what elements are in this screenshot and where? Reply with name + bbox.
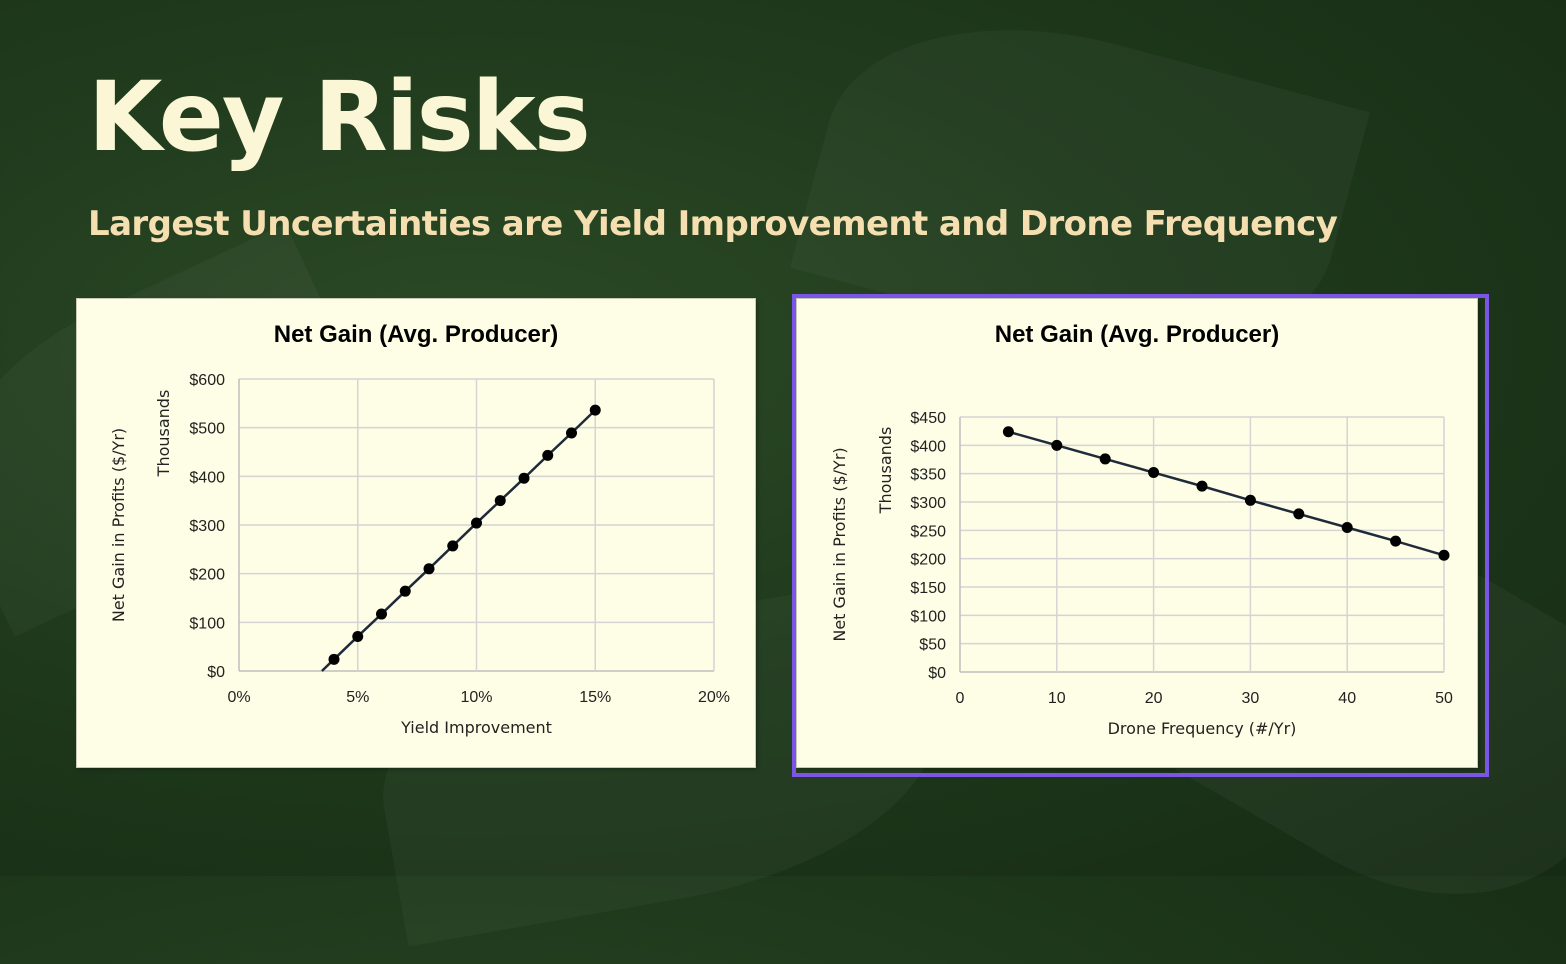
data-point <box>1438 549 1450 561</box>
chart-title: Net Gain (Avg. Producer) <box>274 321 558 348</box>
y-unit-label: Thousands <box>876 427 895 515</box>
data-point <box>518 472 530 484</box>
data-point <box>1244 494 1256 506</box>
slide-title: Key Risks <box>88 61 591 173</box>
x-tick-label: 20 <box>1145 690 1163 707</box>
yield-chart-svg: Net Gain (Avg. Producer) $0 $100 $200 $300 $4… <box>109 321 730 737</box>
y-tick-label: $300 <box>189 518 225 535</box>
series-line <box>1008 430 1445 557</box>
y-tick-label: $200 <box>910 552 946 569</box>
y-tick-label: $250 <box>910 523 946 540</box>
data-point <box>471 517 482 529</box>
y-tick-label: $200 <box>189 567 225 584</box>
data-point <box>566 427 577 439</box>
data-point <box>1293 508 1305 520</box>
data-point <box>1341 522 1353 533</box>
data-point <box>447 540 459 552</box>
x-axis-label: Yield Improvement <box>400 718 552 737</box>
data-point <box>542 449 554 461</box>
data-point <box>589 404 601 416</box>
y-axis-label: Net Gain in Profits ($/Yr) <box>830 447 849 641</box>
x-tick-label: 50 <box>1435 690 1453 707</box>
slide-subtitle: Largest Uncertainties are Yield Improvem… <box>88 204 1338 244</box>
data-point <box>1099 453 1111 465</box>
x-axis-label: Drone Frequency (#/Yr) <box>1108 719 1297 738</box>
data-point <box>352 630 364 642</box>
y-tick-label: $600 <box>189 372 225 389</box>
data-point <box>1390 535 1402 547</box>
y-unit-label: Thousands <box>154 390 173 478</box>
y-tick-label: $0 <box>928 665 946 682</box>
series-line <box>321 409 597 672</box>
x-tick-label: 5% <box>346 689 369 706</box>
chart-selection-frame[interactable] <box>792 294 1489 777</box>
y-tick-label: $150 <box>910 580 946 597</box>
x-tick-label: 30 <box>1242 690 1260 707</box>
x-tick-label: 10% <box>460 689 492 706</box>
x-tick-label: 10 <box>1048 690 1066 707</box>
x-tick-label: 0% <box>227 689 250 706</box>
data-point <box>1148 467 1160 479</box>
drone-frequency-chart[interactable]: Net Gain (Avg. Producer) $0 $50 $100 $150 $20… <box>797 299 1477 767</box>
data-point <box>1051 439 1063 451</box>
data-point <box>376 608 387 620</box>
y-tick-label: $300 <box>910 495 946 512</box>
y-tick-label: $450 <box>910 410 946 427</box>
data-point <box>494 495 506 507</box>
y-tick-label: $400 <box>189 469 225 486</box>
y-tick-label: $400 <box>910 438 946 455</box>
chart-title: Net Gain (Avg. Producer) <box>995 321 1279 348</box>
data-point <box>399 585 411 597</box>
x-tick-label: 20% <box>698 689 730 706</box>
y-tick-label: $500 <box>189 421 225 438</box>
x-tick-label: 15% <box>579 689 611 706</box>
y-tick-label: $100 <box>910 608 946 625</box>
y-tick-label: $50 <box>919 637 946 654</box>
data-point <box>1002 426 1014 438</box>
x-tick-label: 40 <box>1338 690 1356 707</box>
x-tick-label: 0 <box>956 690 965 707</box>
data-point <box>1196 480 1208 492</box>
y-tick-label: $350 <box>910 467 946 484</box>
y-tick-label: $100 <box>189 615 225 632</box>
drone-chart-svg: Net Gain (Avg. Producer) $0 $50 $100 $150 $20… <box>830 321 1453 738</box>
data-point <box>423 563 435 575</box>
y-tick-label: $0 <box>207 664 225 681</box>
yield-improvement-chart[interactable]: Net Gain (Avg. Producer) $0 $100 $200 $300 $4… <box>77 299 755 767</box>
data-point <box>328 653 340 665</box>
y-axis-label: Net Gain in Profits ($/Yr) <box>109 428 128 622</box>
